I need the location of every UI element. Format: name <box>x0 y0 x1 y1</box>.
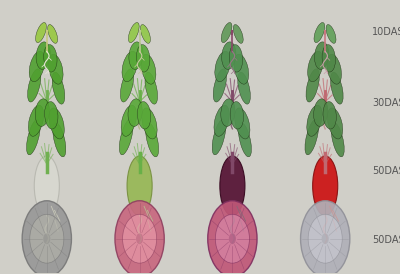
Ellipse shape <box>327 54 342 84</box>
Ellipse shape <box>300 201 350 274</box>
Ellipse shape <box>308 214 342 263</box>
Ellipse shape <box>213 69 226 102</box>
Ellipse shape <box>34 156 59 216</box>
Ellipse shape <box>215 214 250 263</box>
Ellipse shape <box>30 214 64 263</box>
Ellipse shape <box>306 69 319 102</box>
Text: 50DAS: 50DAS <box>372 166 400 176</box>
Ellipse shape <box>220 156 245 216</box>
Ellipse shape <box>215 51 230 82</box>
Ellipse shape <box>26 119 40 155</box>
Ellipse shape <box>238 122 252 157</box>
Ellipse shape <box>322 233 329 244</box>
Ellipse shape <box>128 22 139 43</box>
Ellipse shape <box>313 156 338 216</box>
Ellipse shape <box>314 22 325 43</box>
Ellipse shape <box>22 201 72 274</box>
Ellipse shape <box>35 99 50 126</box>
Ellipse shape <box>36 22 46 43</box>
Ellipse shape <box>120 69 134 102</box>
Ellipse shape <box>28 69 41 102</box>
Ellipse shape <box>128 99 142 126</box>
Ellipse shape <box>229 233 236 244</box>
Text: 10DAS: 10DAS <box>372 27 400 36</box>
Ellipse shape <box>230 102 244 129</box>
Ellipse shape <box>127 156 152 216</box>
Ellipse shape <box>141 54 156 84</box>
Ellipse shape <box>36 42 50 69</box>
Ellipse shape <box>146 122 159 157</box>
Ellipse shape <box>121 105 136 136</box>
Text: 30DAS: 30DAS <box>372 98 400 108</box>
Ellipse shape <box>326 25 336 43</box>
Ellipse shape <box>115 201 164 274</box>
Ellipse shape <box>29 51 45 82</box>
Text: 50DAS: 50DAS <box>372 235 400 245</box>
Ellipse shape <box>221 22 232 43</box>
Ellipse shape <box>222 42 236 69</box>
Ellipse shape <box>137 102 151 129</box>
Ellipse shape <box>48 25 58 43</box>
Ellipse shape <box>52 72 65 104</box>
Ellipse shape <box>314 42 329 69</box>
Ellipse shape <box>305 119 318 155</box>
Ellipse shape <box>238 72 250 104</box>
Ellipse shape <box>307 105 322 136</box>
Ellipse shape <box>44 102 58 129</box>
Ellipse shape <box>234 108 250 139</box>
Ellipse shape <box>129 42 143 69</box>
Ellipse shape <box>119 119 133 155</box>
Ellipse shape <box>136 45 150 72</box>
Ellipse shape <box>323 102 336 129</box>
Ellipse shape <box>331 122 344 157</box>
Ellipse shape <box>53 122 66 157</box>
Ellipse shape <box>122 214 157 263</box>
Ellipse shape <box>48 54 63 84</box>
Ellipse shape <box>142 108 157 139</box>
Ellipse shape <box>327 108 343 139</box>
Ellipse shape <box>208 201 257 274</box>
Ellipse shape <box>221 99 235 126</box>
Ellipse shape <box>322 45 336 72</box>
Ellipse shape <box>43 233 50 244</box>
Ellipse shape <box>49 108 64 139</box>
Ellipse shape <box>233 25 243 43</box>
Ellipse shape <box>229 45 243 72</box>
Ellipse shape <box>44 45 57 72</box>
Ellipse shape <box>136 233 143 244</box>
Ellipse shape <box>330 72 343 104</box>
Ellipse shape <box>212 119 226 155</box>
Ellipse shape <box>214 105 229 136</box>
Ellipse shape <box>122 51 138 82</box>
Ellipse shape <box>314 99 328 126</box>
Ellipse shape <box>308 51 323 82</box>
Ellipse shape <box>28 105 44 136</box>
Ellipse shape <box>234 54 249 84</box>
Ellipse shape <box>145 72 158 104</box>
Ellipse shape <box>140 25 150 43</box>
